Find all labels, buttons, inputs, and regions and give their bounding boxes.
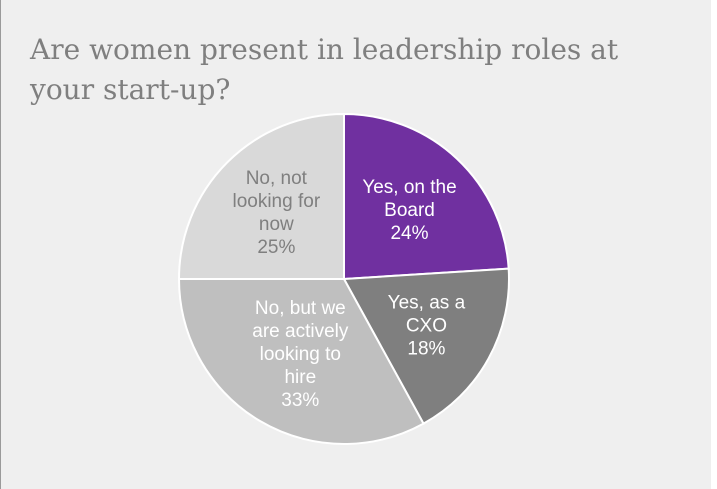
slice-category-label: No, not bbox=[246, 168, 308, 189]
slice-value-label: 18% bbox=[407, 338, 445, 359]
slice-value-label: 33% bbox=[281, 390, 319, 411]
pie-slice-label-2: Yes, as a CXO 18% bbox=[388, 292, 466, 359]
slice-category-label: CXO bbox=[406, 315, 447, 336]
chart-title: Are women present in leadership roles at… bbox=[30, 33, 619, 106]
slice-category-label: No, but we bbox=[255, 298, 346, 319]
pie-slice-2 bbox=[342, 267, 510, 425]
slice-category-label: are actively bbox=[252, 321, 349, 342]
slice-value-label: 25% bbox=[257, 237, 295, 258]
slice-value-label: 24% bbox=[390, 223, 428, 244]
pie-slice-4 bbox=[177, 112, 345, 280]
slice-category-label: looking to bbox=[260, 344, 341, 365]
pie-slice-3 bbox=[177, 278, 425, 445]
slice-category-label: hire bbox=[284, 367, 316, 388]
slice-category-label: Board bbox=[384, 200, 435, 221]
pie-slice-label-1: Yes, on the Board 24% bbox=[362, 177, 456, 244]
page-margin bbox=[711, 0, 717, 489]
slice-category-label: Yes, on the bbox=[362, 177, 456, 198]
pie-slice-label-3: No, but we are actively looking to hire 33% bbox=[252, 298, 349, 411]
slice-category-label: now bbox=[259, 214, 294, 235]
slice-category-label: looking for bbox=[232, 191, 320, 212]
pie-slice-label-4: No, not looking for now 25% bbox=[232, 168, 320, 258]
pie-slice-1 bbox=[343, 112, 510, 281]
slice-category-label: Yes, as a bbox=[388, 292, 466, 313]
